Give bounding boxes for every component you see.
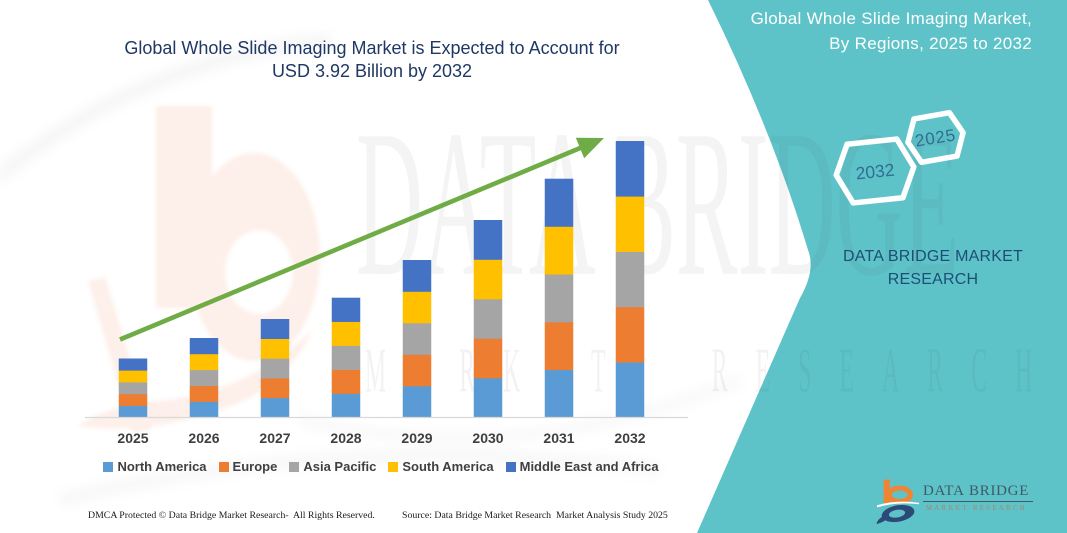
svg-text:2032: 2032: [855, 160, 896, 184]
svg-text:2025: 2025: [914, 125, 957, 150]
